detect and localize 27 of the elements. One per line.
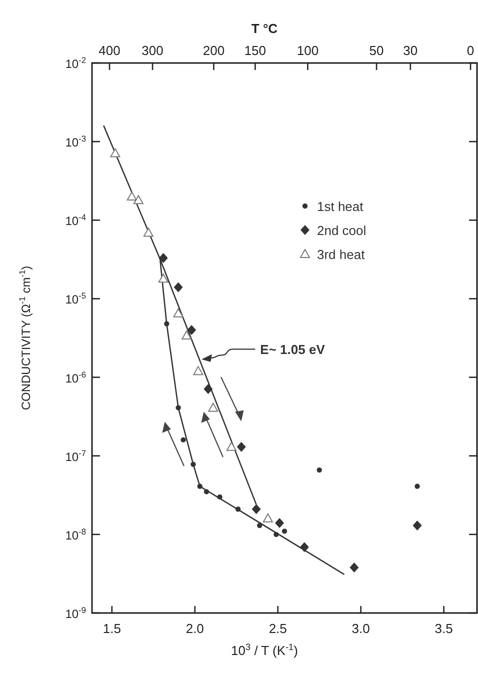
y-tick-label: 10$^{-2}$ <box>65 55 86 71</box>
y-tick-label: 10$^{-6}$ <box>65 369 86 386</box>
x-tick-label: 1.5 <box>102 621 121 636</box>
text: 30 <box>403 43 418 58</box>
y-tick-label: 10$^{-5}$ <box>65 290 86 307</box>
x-tick-label: 2.5 <box>268 621 287 636</box>
annotation: E~ 1.05 eV <box>260 342 326 358</box>
text: 200 <box>202 43 225 58</box>
y-tick-label: 10$^{-9}$ <box>65 605 86 621</box>
text: 400 <box>98 43 120 58</box>
y-tick-label: 10$^{-4}$ <box>65 212 86 228</box>
x-tick-label: 3.0 <box>352 621 370 636</box>
text: 100 <box>296 43 319 58</box>
text: 300 <box>142 43 164 58</box>
x-tick-label: 3.5 <box>434 621 453 636</box>
legend-label: 1st heat <box>317 199 364 214</box>
x-axis-title: 10$^{3}$ / T (K$^{-1}$) <box>231 642 298 658</box>
legend-label: 2nd cool <box>317 223 366 238</box>
y-tick-label: 10$^{-7}$ <box>65 448 86 464</box>
text: 50 <box>369 43 384 58</box>
y-tick-label: 10$^{-3}$ <box>65 134 86 150</box>
x2-axis-title: T °C <box>251 21 278 36</box>
text: 0 <box>466 43 474 58</box>
y-tick-label: 10$^{-8}$ <box>65 526 86 542</box>
legend-label: 3rd heat <box>317 247 366 262</box>
x-tick-label: 2.0 <box>186 621 204 636</box>
text: 150 <box>244 43 266 58</box>
